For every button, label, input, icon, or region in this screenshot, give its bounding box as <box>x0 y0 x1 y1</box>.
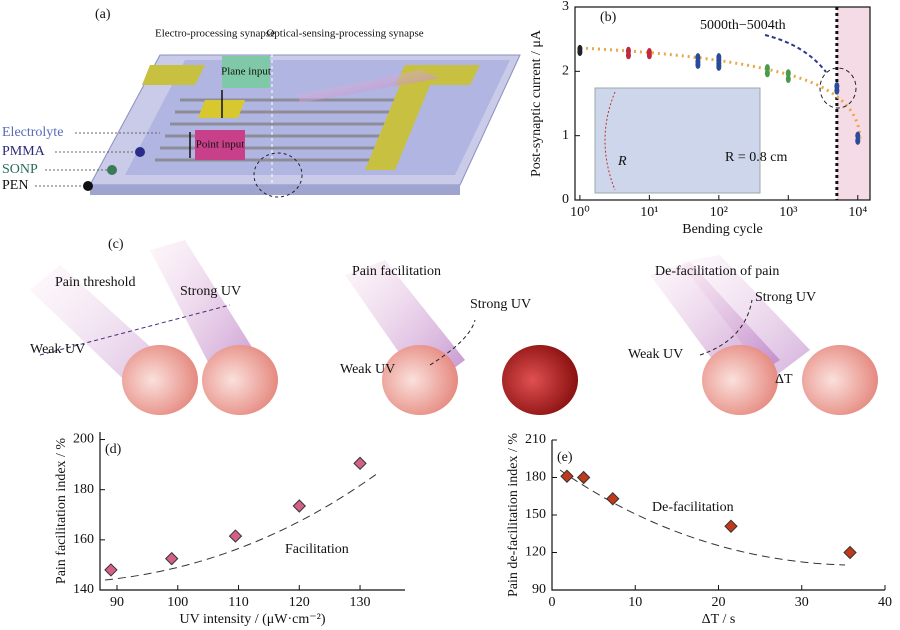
x-axis-label: ΔT / s <box>702 612 736 627</box>
delta-label: ΔT <box>775 372 793 387</box>
layer-label: PEN <box>2 178 28 193</box>
plot-frame <box>574 6 871 201</box>
point <box>228 529 243 543</box>
point <box>695 60 701 69</box>
y-tick-label: 120 <box>525 545 546 560</box>
x-tick-label: 10⁴ <box>848 205 867 220</box>
point <box>646 51 652 60</box>
point <box>560 469 574 483</box>
point <box>606 492 620 506</box>
x-tick-label: 10² <box>710 205 728 220</box>
x-tick-label: 20 <box>712 595 726 610</box>
shaded-region <box>836 7 870 200</box>
bend-arc <box>604 91 616 191</box>
x-tick-label: 30 <box>795 595 809 610</box>
layer-label: PMMA <box>2 144 46 159</box>
point <box>577 48 583 57</box>
device-schematic <box>35 30 521 198</box>
y-tick-label: 200 <box>73 432 94 447</box>
input-label: Plane input <box>221 66 271 78</box>
beam-label: Weak UV <box>628 347 683 362</box>
panel-label: (d) <box>105 442 122 457</box>
point <box>716 62 722 71</box>
annotation: De-facilitation <box>652 500 734 515</box>
x-tick-label: 120 <box>289 595 310 610</box>
point <box>785 75 791 84</box>
beam-label: Strong UV <box>180 284 241 299</box>
point <box>855 136 861 145</box>
region-title: Electro-processing synapse <box>155 28 275 40</box>
x-axis-label: UV intensity / (μW·cm⁻²) <box>180 612 326 627</box>
panel-label: (e) <box>557 450 573 465</box>
x-tick-label: 100 <box>167 595 188 610</box>
y-tick-label: 0 <box>562 192 569 207</box>
y-tick-label: 180 <box>525 470 546 485</box>
x-axis-label: Bending cycle <box>682 222 762 237</box>
scene-title: De-facilitation of pain <box>655 264 779 279</box>
y-tick-label: 1 <box>562 128 569 143</box>
inset-label: R = 0.8 cm <box>725 150 787 165</box>
y-tick-label: 3 <box>562 0 569 14</box>
point <box>625 51 631 60</box>
y-tick-label: 180 <box>73 482 94 497</box>
x-tick-label: 90 <box>110 595 124 610</box>
y-tick-label: 140 <box>73 582 94 597</box>
scene-title: Pain facilitation <box>352 264 441 279</box>
eye-scenes <box>30 240 878 415</box>
point <box>834 86 840 95</box>
region-title: Optical-sensing-processing synapse <box>266 28 423 40</box>
y-axis-label: Pain facilitation index / % <box>54 438 69 585</box>
panel-label: (b) <box>600 10 617 25</box>
fit-curve <box>559 469 846 566</box>
point <box>292 499 306 513</box>
x-tick-label: 130 <box>350 595 371 610</box>
point <box>104 563 118 577</box>
annotation-arrow <box>764 34 827 73</box>
y-tick-label: 210 <box>525 432 546 447</box>
point <box>764 69 770 78</box>
annotation: 5000th−5004th <box>700 18 786 33</box>
point <box>785 69 791 78</box>
layer-label: Electrolyte <box>2 125 63 140</box>
x-tick-label: 110 <box>228 595 248 610</box>
axes <box>99 432 405 591</box>
fit-curve <box>104 472 379 581</box>
point <box>576 470 591 485</box>
input-label: Point input <box>196 139 245 151</box>
x-tick-label: 40 <box>878 595 892 610</box>
panel-label: (a) <box>95 7 111 22</box>
scene-title: Pain threshold <box>55 275 136 290</box>
x-tick-label: 10 <box>628 595 642 610</box>
x-tick-label: 10³ <box>779 205 797 220</box>
beam-label: Strong UV <box>470 297 531 312</box>
fit-curve <box>579 46 862 141</box>
y-tick-label: 160 <box>73 532 94 547</box>
panel-label: (c) <box>108 237 124 252</box>
layer-label: SONP <box>2 162 38 177</box>
point <box>724 519 738 533</box>
y-axis-label: Pain de-facilitation index / % <box>506 433 521 597</box>
point <box>164 551 179 566</box>
y-tick-label: 150 <box>525 507 546 522</box>
point <box>353 456 367 471</box>
y-tick-label: 2 <box>562 64 569 79</box>
inset-label: R <box>617 154 627 169</box>
y-axis-label: Post-synaptic current / μA <box>529 29 544 177</box>
y-tick-label: 90 <box>532 582 546 597</box>
x-tick-label: 10¹ <box>640 205 658 220</box>
annotation: Facilitation <box>285 542 349 557</box>
highlight <box>819 67 857 109</box>
beam-label: Strong UV <box>755 290 816 305</box>
beam-label: Weak UV <box>30 342 85 357</box>
point <box>843 545 857 560</box>
x-tick-label: 0 <box>549 595 556 610</box>
x-tick-label: 10⁰ <box>570 205 590 220</box>
beam-label: Weak UV <box>340 362 395 377</box>
inset <box>594 87 761 194</box>
